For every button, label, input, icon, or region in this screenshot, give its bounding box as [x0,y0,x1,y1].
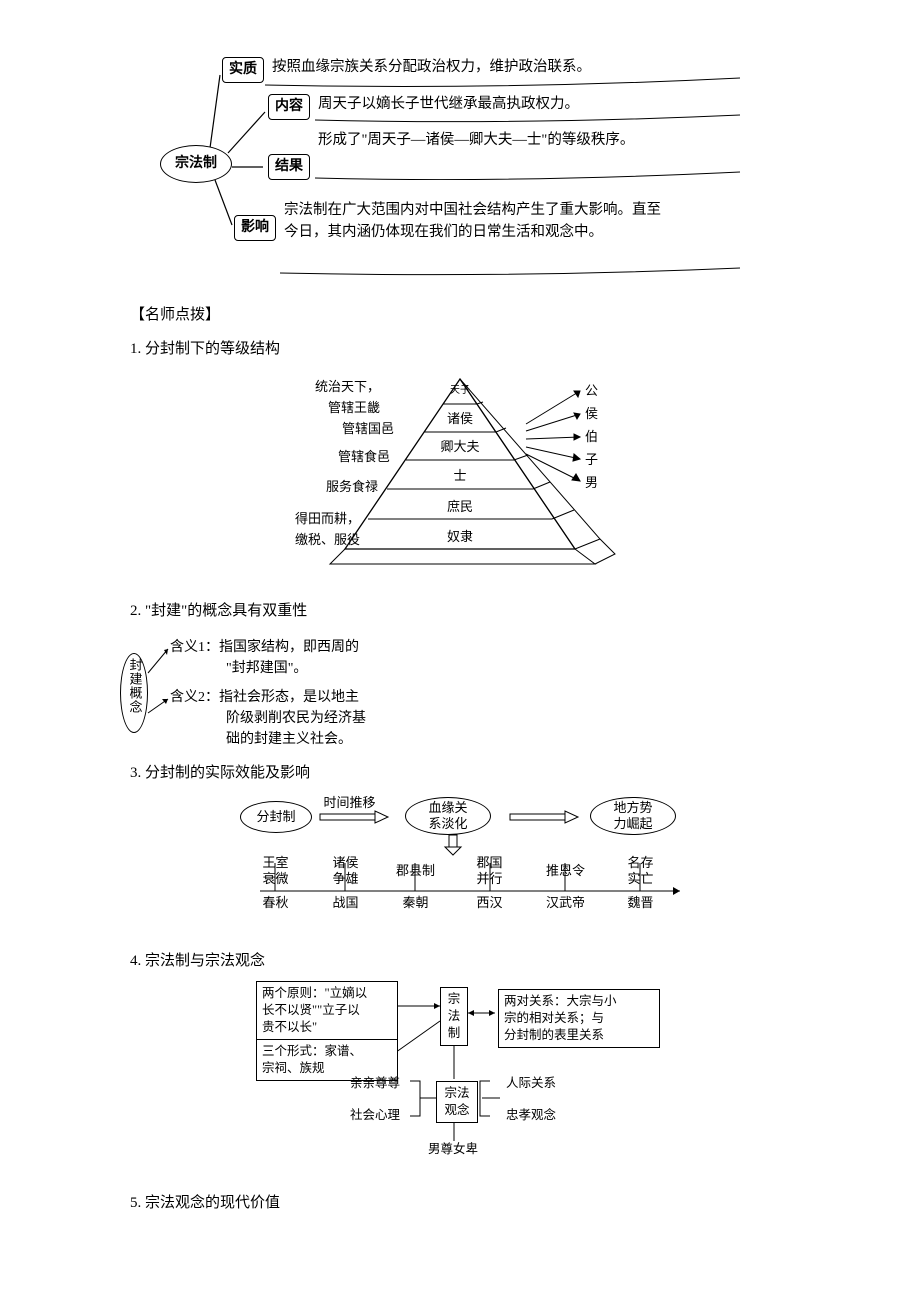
diagram-zongfazhi-map: 宗法制 实质 按照血缘宗族关系分配政治权力，维护政治联系。 内容 周天子以嫡长子… [160,60,760,285]
diagram1-tag-essence: 实质 [222,57,264,83]
diagram1-text-essence: 按照血缘宗族关系分配政治权力，维护政治联系。 [272,57,591,79]
pyramid-right-1: 侯 [585,404,615,425]
diagram1-center: 宗法制 [160,145,232,183]
pyramid-layer-3: 士 [420,466,500,487]
diagram4-mid-2: 郡县制 [388,863,443,879]
diagram4-bot-1: 战国 [318,895,373,911]
item4-heading: 4. 宗法制与宗法观念 [130,949,790,973]
diagram3-meaning1: 含义1：指国家结构，即西周的 "封邦建国"。 [170,637,359,679]
item2-heading: 2. "封建"的概念具有双重性 [130,599,790,623]
diagram5-center1: 宗 法 制 [440,987,468,1046]
diagram4-mid-4: 推恩令 [538,863,593,879]
diagram4-bot-2: 秦朝 [388,895,443,911]
pyramid-left-4: 得田而耕， 缴税、服役 [250,509,360,551]
diagram4-mid-0: 王室 衰微 [248,855,303,886]
pyramid-right-0: 公 [585,381,615,402]
diagram-zongfa-guannian: 两个原则："立嫡以 长不以贤""立子以 贵不以长" 三个形式：家谱、 宗祠、族规… [250,981,670,1171]
diagram5-qinqin: 亲亲尊尊 [350,1075,400,1091]
diagram1-text-content: 周天子以嫡长子世代继承最高执政权力。 [318,94,579,116]
diagram3-center-text: 封建概念 [126,658,143,714]
diagram4-bot-4: 汉武帝 [538,895,593,911]
diagram5-center2: 宗法 观念 [436,1081,478,1123]
diagram-pyramid: 统治天下， 管辖王畿 管辖国邑 管辖食邑 服务食禄 得田而耕， 缴税、服役 天子… [250,369,670,589]
diagram5-box-principles: 两个原则："立嫡以 长不以贤""立子以 贵不以长" [256,981,398,1040]
pyramid-layer-2: 卿大夫 [420,437,500,458]
diagram4-mid-1: 诸侯 争雄 [318,855,373,886]
diagram4-node-1: 血缘关 系淡化 [405,797,491,835]
pyramid-left-1: 管辖国邑 [284,419,394,440]
pyramid-layer-5: 奴隶 [420,527,500,548]
diagram5-shehui: 社会心理 [350,1107,400,1123]
pyramid-left-3: 服务食禄 [268,477,378,498]
diagram4-bot-3: 西汉 [462,895,517,911]
item3-heading: 3. 分封制的实际效能及影响 [130,761,790,785]
diagram4-bot-0: 春秋 [248,895,303,911]
diagram5-nanzun: 男尊女卑 [428,1141,478,1157]
diagram4-bot-5: 魏晋 [613,895,668,911]
diagram1-tag-result: 结果 [268,154,310,180]
pyramid-right-4: 男 [585,473,615,494]
item1-heading: 1. 分封制下的等级结构 [130,337,790,361]
diagram1-tag-content: 内容 [268,94,310,120]
diagram4-mid-3: 郡国 并行 [462,855,517,886]
diagram4-arrow-label-0: 时间推移 [322,795,377,811]
pyramid-layer-1: 诸侯 [420,409,500,430]
pyramid-left-2: 管辖食邑 [280,447,390,468]
diagram1-tag-impact: 影响 [234,215,276,241]
pyramid-right-3: 子 [585,450,615,471]
document-page: 宗法制 实质 按照血缘宗族关系分配政治权力，维护政治联系。 内容 周天子以嫡长子… [0,0,920,1263]
diagram3-center: 封建概念 [120,653,148,733]
pyramid-right-2: 伯 [585,427,615,448]
diagram-fengjian-dual: 封建概念 含义1：指国家结构，即西周的 "封邦建国"。 含义2：指社会形态，是以… [120,631,540,751]
diagram-fenfengzhi-timeline: 分封制 血缘关 系淡化 地方势 力崛起 时间推移 王室 衰微 诸侯 争雄 郡县制… [230,793,690,923]
diagram1-text-impact: 宗法制在广大范围内对中国社会结构产生了重大影响。直至今日，其内涵仍体现在我们的日… [284,200,664,244]
pyramid-layer-4: 庶民 [420,497,500,518]
pyramid-layer-0: 天子 [420,383,500,399]
diagram1-text-result: 形成了"周天子—诸侯—卿大夫—士"的等级秩序。 [318,130,634,152]
pyramid-left-0: 统治天下， 管辖王畿 [270,377,380,419]
diagram5-box-relations: 两对关系：大宗与小 宗的相对关系；与 分封制的表里关系 [498,989,660,1048]
diagram4-node-2: 地方势 力崛起 [590,797,676,835]
diagram4-node-0: 分封制 [240,801,312,833]
diagram3-meaning2: 含义2：指社会形态，是以地主 阶级剥削农民为经济基 础的封建主义社会。 [170,687,366,750]
diagram4-mid-5: 名存 实亡 [613,855,668,886]
section-title: 【名师点拨】 [130,303,790,327]
item5-heading: 5. 宗法观念的现代价值 [130,1191,790,1215]
diagram5-renji: 人际关系 [506,1075,556,1091]
diagram5-zhongxiao: 忠孝观念 [506,1107,556,1123]
